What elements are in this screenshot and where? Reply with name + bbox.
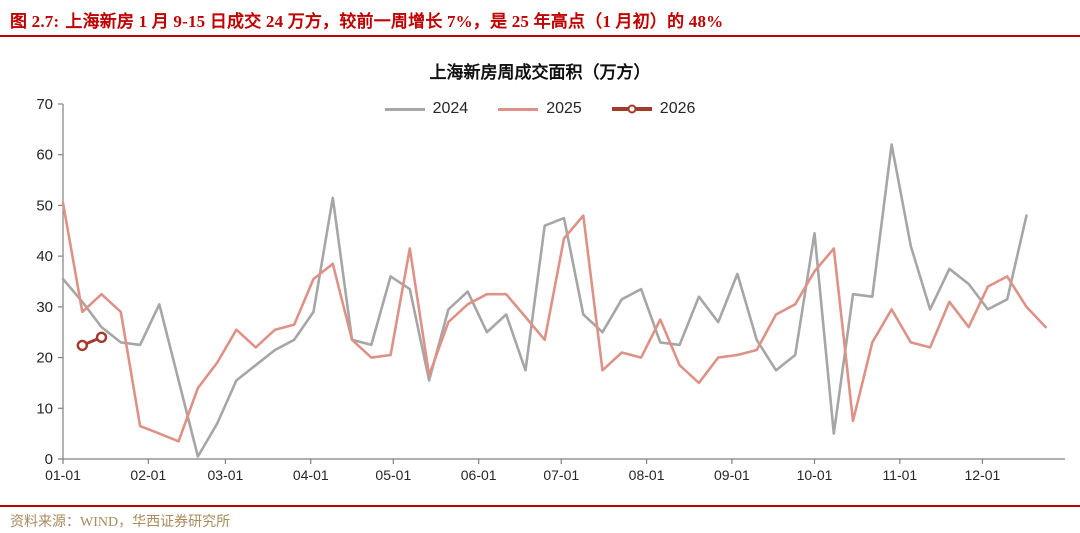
- x-axis-tick-label: 02-01: [130, 467, 166, 483]
- legend-item-2024: 2024: [384, 100, 469, 118]
- x-axis-tick-label: 07-01: [543, 467, 579, 483]
- y-axis-tick-label: 70: [36, 96, 53, 113]
- series-marker-2026: [76, 339, 89, 352]
- legend-label-2026: 2026: [659, 100, 696, 117]
- x-axis-tick-label: 01-01: [45, 467, 81, 483]
- x-axis-tick-label: 09-01: [714, 467, 750, 483]
- y-axis-tick-label: 50: [36, 197, 53, 214]
- x-axis-tick-label: 10-01: [797, 467, 833, 483]
- x-axis-tick-label: 05-01: [375, 467, 411, 483]
- x-axis-tick-label: 08-01: [629, 467, 665, 483]
- data-source-note: 资料来源：WIND，华西证券研究所: [10, 515, 231, 530]
- figure-number: 图 2.7:: [10, 12, 60, 31]
- figure-caption: 图 2.7: 上海新房 1 月 9-15 日成交 24 万方，较前一周增长 7%，…: [10, 7, 723, 32]
- legend-line-sample-2026: [611, 104, 652, 114]
- series-line-2025: [61, 201, 1047, 443]
- y-axis-tick-label: 10: [36, 400, 53, 417]
- legend-item-2025: 2025: [498, 100, 582, 118]
- y-axis-tick-label: 30: [36, 299, 53, 316]
- y-axis-tick-label: 20: [36, 350, 53, 367]
- footer-divider: [0, 505, 1080, 507]
- y-axis-tick-label: 0: [45, 451, 53, 468]
- x-axis-tick-label: 04-01: [293, 467, 329, 483]
- x-axis-tick-label: 11-01: [882, 467, 917, 483]
- y-axis-tick-label: 60: [36, 147, 53, 164]
- chart-legend: 2024 2025 2026: [0, 100, 1080, 118]
- legend-line-sample-2025: [498, 107, 539, 111]
- legend-ring-marker: [627, 104, 637, 114]
- legend-label-2025: 2025: [546, 100, 582, 117]
- chart-title: 上海新房周成交面积（万方）: [429, 63, 651, 82]
- legend-item-2026: 2026: [611, 100, 696, 118]
- y-axis-tick-label: 40: [36, 248, 53, 265]
- series-marker-2026: [95, 331, 108, 343]
- legend-line-sample-2024: [384, 107, 425, 111]
- figure-title-text: 上海新房 1 月 9-15 日成交 24 万方，较前一周增长 7%，是 25 年…: [65, 12, 724, 31]
- header-divider: [0, 35, 1080, 37]
- x-axis-tick-label: 03-01: [208, 467, 244, 483]
- x-axis-tick-label: 06-01: [461, 467, 497, 483]
- legend-label-2024: 2024: [432, 100, 469, 117]
- x-axis-tick-label: 12-01: [965, 467, 1001, 483]
- series-line-2024: [61, 143, 1028, 458]
